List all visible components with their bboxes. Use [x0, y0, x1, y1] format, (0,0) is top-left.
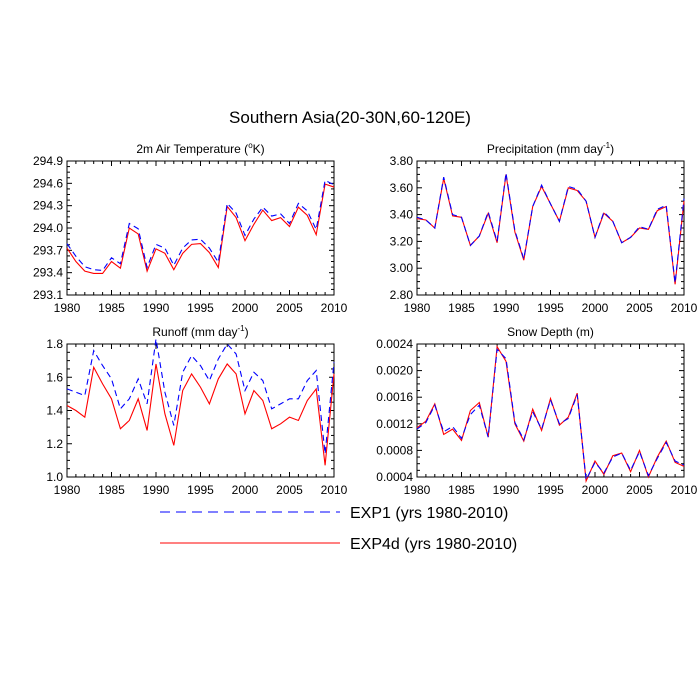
x-tick-label: 2010	[671, 483, 698, 497]
panel-1: 2m Air Temperature (oK) 1980 1985 1990 1995 2…	[33, 141, 348, 315]
series-line-exp4d	[66, 183, 335, 274]
x-tick-label: 1985	[98, 483, 125, 497]
panel-3: Runoff (mm day-1) 1980 1985 1990 1995 2000 200…	[46, 324, 347, 497]
y-tick-label: 294.0	[33, 221, 63, 235]
x-tick-label: 1990	[493, 483, 520, 497]
x-tick-label: 2000	[232, 301, 259, 315]
series-line-exp4d	[66, 363, 335, 466]
panel-title-main: Runoff (mm day	[152, 325, 237, 339]
x-tick-label: 1990	[143, 301, 170, 315]
x-tick-label: 1980	[54, 301, 81, 315]
y-tick-label: 1.2	[46, 437, 63, 451]
panel-title-main: Precipitation (mm day	[487, 142, 603, 156]
x-tick-label: 1980	[54, 483, 81, 497]
x-tick-label: 1985	[98, 301, 125, 315]
x-tick-label: 2010	[321, 483, 348, 497]
y-tick-label: 0.0024	[376, 337, 413, 351]
y-tick-label: 3.00	[390, 261, 414, 275]
panel-title-main: 2m Air Temperature (	[136, 142, 248, 156]
y-tick-label: 1.6	[46, 370, 63, 384]
y-tick-label: 3.40	[390, 208, 414, 222]
x-tick-label: 2005	[626, 483, 653, 497]
plot-frame	[416, 343, 685, 478]
panels: 2m Air Temperature (oK) 1980 1985 1990 1995 2…	[33, 141, 698, 497]
y-tick-label: 0.0016	[376, 390, 413, 404]
x-tick-label: 1995	[187, 483, 214, 497]
panel-title-sup: o	[248, 141, 253, 150]
x-tick-label: 1990	[493, 301, 520, 315]
panel-title-tail: )	[610, 142, 614, 156]
panel-title-sup: -1	[603, 141, 611, 150]
x-tick-label: 1995	[537, 301, 564, 315]
x-tick-label: 2005	[276, 301, 303, 315]
series-line-exp4d	[416, 344, 685, 484]
plot-frame	[66, 343, 335, 478]
panel-2: Precipitation (mm day-1) 1980 1985 1990 1995…	[390, 141, 698, 315]
y-tick-label: 1.0	[46, 470, 63, 484]
x-tick-label: 2000	[582, 483, 609, 497]
legend-label-1: EXP1 (yrs 1980-2010)	[350, 505, 508, 522]
y-tick-label: 3.20	[390, 234, 414, 248]
x-tick-label: 2010	[321, 301, 348, 315]
y-tick-label: 293.4	[33, 266, 63, 280]
y-tick-label: 2.80	[390, 288, 414, 302]
panel-4: Snow Depth (m) 1980 1985 1990 1995 2000 2005 20…	[376, 325, 697, 497]
y-tick-label: 3.80	[390, 154, 414, 168]
y-tick-label: 1.8	[46, 337, 63, 351]
x-tick-label: 1985	[448, 301, 475, 315]
series-line-exp1	[66, 338, 335, 454]
series-line-exp4d	[416, 174, 685, 285]
legend-label-2: EXP4d (yrs 1980-2010)	[350, 536, 517, 553]
y-tick-label: 0.0008	[376, 443, 413, 457]
x-tick-label: 1995	[537, 483, 564, 497]
x-tick-label: 2005	[626, 301, 653, 315]
x-tick-label: 2000	[582, 301, 609, 315]
y-tick-label: 3.60	[390, 181, 414, 195]
y-tick-label: 0.0012	[376, 417, 413, 431]
y-tick-label: 294.3	[33, 199, 63, 213]
series-line-exp1	[416, 348, 685, 482]
x-tick-label: 1985	[448, 483, 475, 497]
x-tick-label: 1980	[404, 483, 431, 497]
y-tick-label: 293.7	[33, 243, 63, 257]
panel-title-sup: -1	[238, 324, 246, 333]
series-line-exp1	[416, 172, 685, 284]
x-tick-label: 1980	[404, 301, 431, 315]
panel-title-tail: )	[245, 325, 249, 339]
y-tick-label: 294.9	[33, 154, 63, 168]
y-tick-label: 1.4	[46, 404, 63, 418]
y-tick-label: 0.0020	[376, 364, 413, 378]
figure-title: Southern Asia(20-30N,60-120E)	[229, 108, 471, 127]
panel-title-main: Snow Depth (m)	[507, 325, 594, 339]
panel-title: Runoff (mm day-1)	[152, 324, 248, 339]
y-tick-label: 294.6	[33, 176, 63, 190]
panel-title: 2m Air Temperature (oK)	[136, 141, 264, 156]
x-tick-label: 2010	[671, 301, 698, 315]
y-tick-label: 0.0004	[376, 470, 413, 484]
x-tick-label: 2000	[232, 483, 259, 497]
x-tick-label: 1995	[187, 301, 214, 315]
series-line-exp1	[66, 179, 335, 272]
plot-frame	[66, 160, 335, 296]
panel-title: Snow Depth (m)	[507, 325, 594, 339]
legend: EXP1 (yrs 1980-2010) EXP4d (yrs 1980-2010…	[160, 505, 517, 553]
x-tick-label: 2005	[276, 483, 303, 497]
panel-title: Precipitation (mm day-1)	[487, 141, 614, 156]
panel-title-tail: K)	[253, 142, 265, 156]
y-tick-label: 293.1	[33, 288, 63, 302]
x-tick-label: 1990	[143, 483, 170, 497]
